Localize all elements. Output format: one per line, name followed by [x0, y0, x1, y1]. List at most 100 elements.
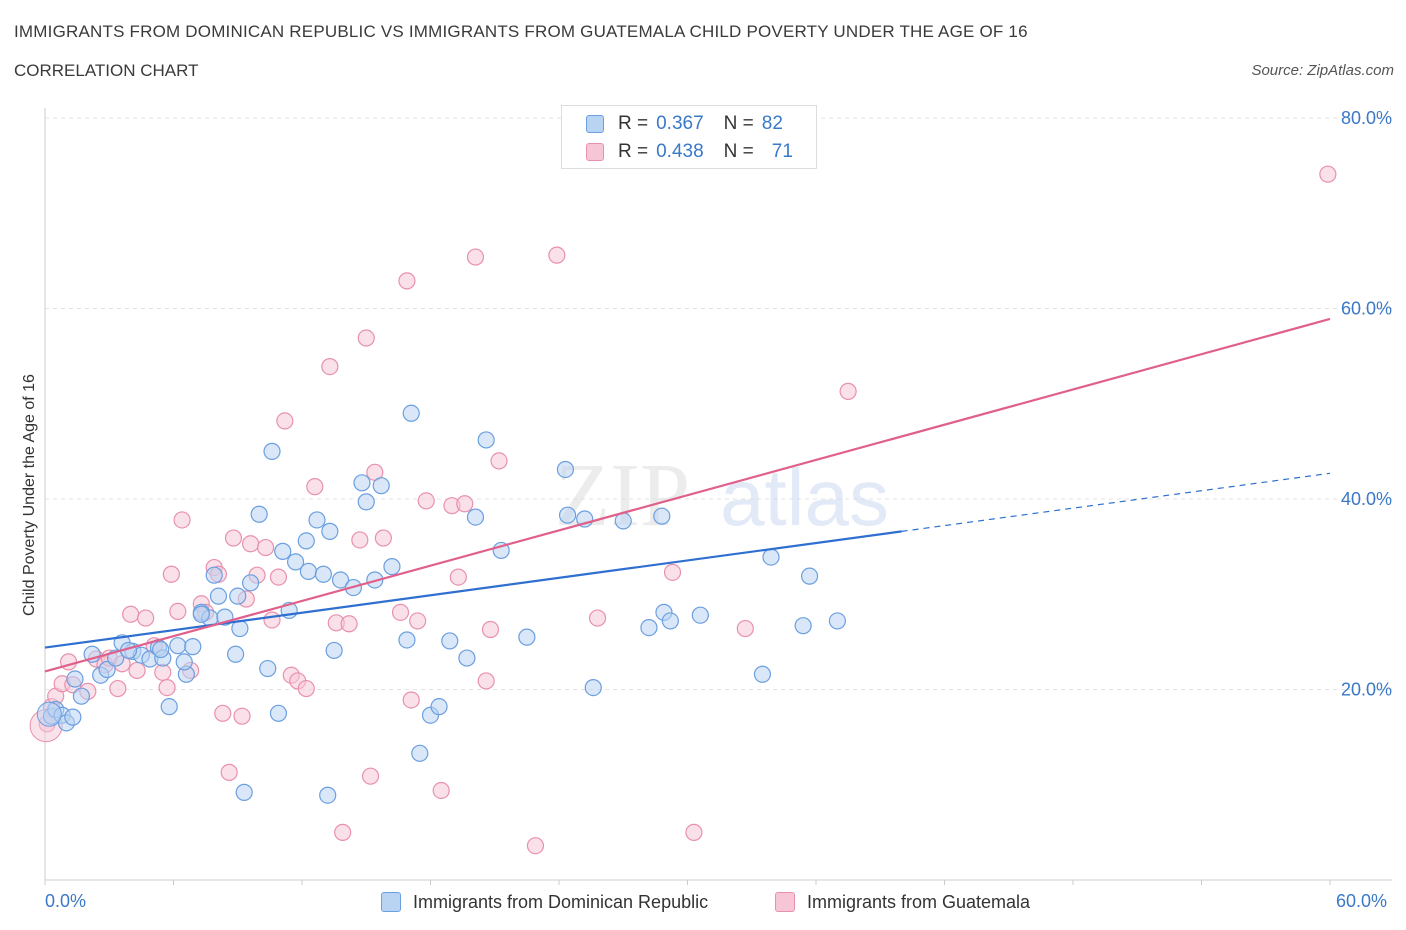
dominican-point	[441, 632, 459, 650]
guatemala-point	[306, 478, 324, 496]
legend-swatch-blue	[586, 115, 604, 133]
legend-label-guatemala: Immigrants from Guatemala	[807, 891, 1031, 912]
y-tick-labels: 20.0% 40.0% 60.0% 80.0%	[1341, 108, 1392, 700]
r-label: R =	[618, 141, 649, 162]
guatemala-point	[663, 563, 682, 581]
dominican-point	[691, 606, 709, 624]
guatemala-point	[263, 611, 281, 629]
legend-swatch-pink	[586, 143, 604, 161]
dominican-point	[269, 704, 288, 722]
dominican-point	[325, 641, 343, 660]
legend-swatch-pink	[775, 892, 795, 912]
dominican-point	[235, 783, 253, 801]
dominican-point	[411, 744, 429, 762]
guatemala-point	[477, 672, 495, 690]
legend-item-dominican[interactable]: Immigrants from Dominican Republic	[381, 889, 708, 915]
watermark: ZIP atlas	[555, 446, 889, 545]
guatemala-point	[224, 529, 243, 547]
guatemala-point	[173, 511, 191, 529]
guatemala-point	[432, 781, 450, 800]
legend-item-guatemala[interactable]: Immigrants from Guatemala	[775, 889, 1030, 915]
guatemala-point	[456, 495, 474, 513]
guatemala-point	[214, 704, 232, 722]
n-value: 71	[771, 141, 793, 162]
dominican-point	[192, 605, 210, 623]
x-tick-label-max: 60.0%	[1336, 891, 1388, 911]
dominican-point	[66, 670, 84, 688]
dominican-trend-extension	[901, 472, 1331, 532]
guatemala-point	[449, 568, 467, 586]
dominican-point	[209, 587, 228, 605]
dominican-point	[762, 548, 780, 566]
guatemala-point	[158, 678, 176, 697]
stats-row-guatemala: R = 0.438 N = 71	[586, 139, 793, 165]
dominican-point	[286, 553, 305, 571]
dominican-point	[398, 631, 416, 649]
n-value: 82	[761, 113, 783, 134]
y-tick-label: 80.0%	[1341, 108, 1392, 128]
dominican-point	[321, 522, 339, 540]
dominican-point	[353, 474, 371, 492]
n-label: N =	[723, 141, 754, 162]
dominican-point	[828, 612, 847, 630]
dominican-point	[458, 649, 476, 667]
guatemala-point	[374, 529, 392, 547]
guatemala-point	[233, 707, 251, 725]
dominican-point-large	[36, 701, 62, 727]
guatemala-point	[242, 535, 260, 553]
dominican-point	[184, 638, 202, 656]
dominican-point	[357, 493, 375, 511]
legend-swatch-blue	[381, 892, 401, 912]
trend-lines	[44, 317, 1331, 673]
dominican-point	[653, 507, 671, 525]
dominican-point	[169, 637, 187, 655]
r-value: 0.367	[656, 113, 704, 134]
guatemala-point	[269, 568, 288, 586]
dominican-point	[331, 571, 350, 589]
guatemala-point	[391, 603, 410, 621]
guatemala-point	[321, 358, 339, 376]
guatemala-point	[588, 609, 607, 627]
chart-title: IMMIGRANTS FROM DOMINICAN REPUBLIC VS IM…	[14, 22, 1028, 41]
dominican-point	[383, 558, 401, 576]
dominican-point	[661, 612, 679, 630]
guatemala-point	[736, 619, 754, 638]
guatemala-trend-line	[44, 317, 1331, 673]
guatemala-point	[162, 565, 180, 583]
guatemala-point	[398, 272, 416, 290]
dominican-point	[250, 505, 268, 523]
dominican-trend-line	[44, 530, 902, 649]
guatemala-point	[334, 823, 352, 841]
dominican-point	[584, 678, 602, 697]
guatemala-point	[548, 246, 566, 264]
dominican-point	[477, 431, 495, 449]
dominican-point	[72, 687, 91, 705]
dominican-point	[800, 567, 819, 585]
guatemala-point	[220, 763, 238, 781]
guatemala-point	[154, 663, 172, 681]
guatemala-point	[409, 612, 427, 630]
dominican-point	[319, 786, 337, 804]
dominican-point	[259, 659, 277, 678]
dominican-point	[753, 665, 772, 683]
y-tick-label: 40.0%	[1341, 489, 1392, 509]
source-label: Source: ZipAtlas.com	[1251, 62, 1394, 79]
guatemala-point	[256, 538, 275, 557]
dominican-point	[640, 618, 658, 637]
dominican-point	[299, 562, 318, 580]
guatemala-point	[351, 531, 369, 549]
dominican-point	[160, 698, 178, 716]
dominican-point	[152, 640, 170, 659]
legend-label-dominican: Immigrants from Dominican Republic	[413, 891, 709, 912]
guatemala-point	[839, 382, 857, 400]
dominican-point	[794, 617, 812, 635]
dominican-point	[314, 565, 333, 583]
dominican-point	[98, 660, 116, 679]
guatemala-point	[297, 679, 315, 698]
guatemala-point	[340, 615, 358, 633]
dominican-point	[372, 477, 390, 495]
stats-legend: R = 0.367 N = 82 R = 0.438 N = 71	[561, 105, 817, 169]
dominican-point	[263, 442, 281, 460]
dominican-point	[430, 698, 448, 716]
dominican-point	[556, 460, 575, 479]
